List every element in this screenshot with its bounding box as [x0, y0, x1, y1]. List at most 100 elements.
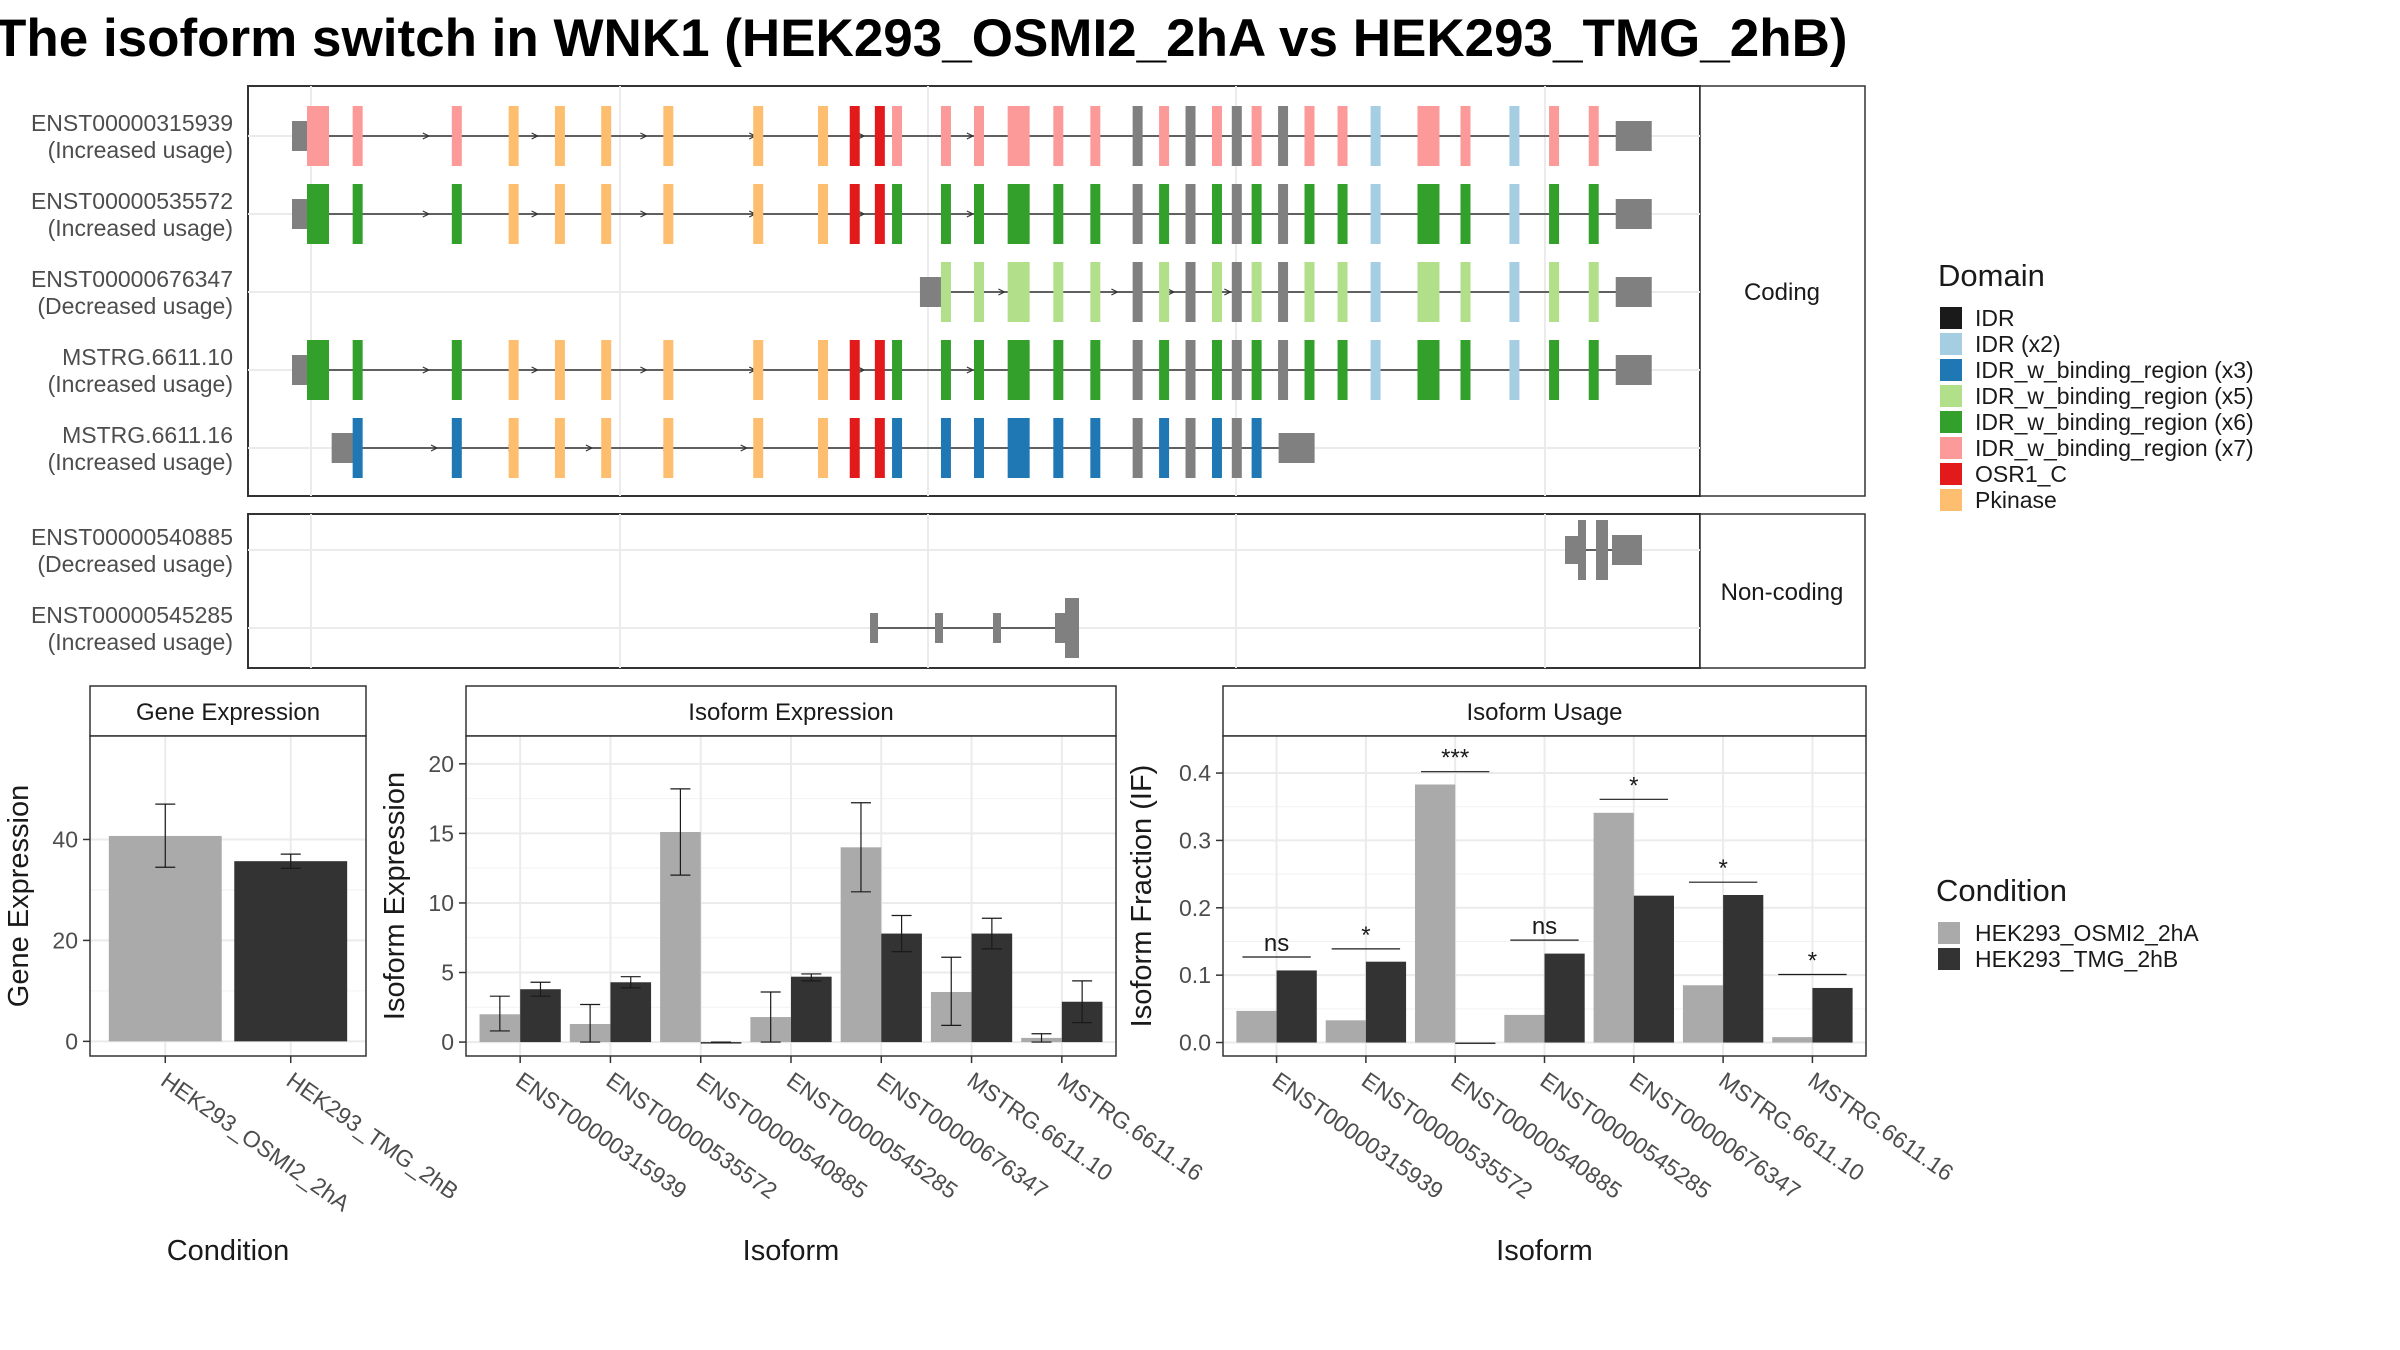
direction-arrow: [531, 132, 539, 140]
exon-block: [663, 340, 674, 400]
x-axis-title: Isoform: [743, 1235, 840, 1267]
direction-arrow: [1111, 288, 1119, 296]
exon-block: [1278, 106, 1289, 166]
utr-block: [1615, 121, 1652, 151]
exon-block: [1053, 340, 1064, 400]
bar: [1365, 961, 1407, 1043]
exon-block: [753, 184, 764, 244]
domain-legend-swatch: [1940, 489, 1962, 511]
exon-block: [818, 184, 829, 244]
transcript-status: (Increased usage): [48, 215, 233, 241]
transcript-id: ENST00000315939: [31, 110, 233, 136]
condition-legend-label: HEK293_OSMI2_2hA: [1975, 920, 2199, 946]
bar: [1633, 895, 1674, 1043]
exon-block: [554, 184, 565, 244]
exon-block: [1185, 340, 1196, 400]
bar: [791, 976, 832, 1043]
exon-block: [849, 184, 860, 244]
direction-arrow: [857, 132, 866, 140]
domain-legend-swatch: [1940, 359, 1962, 381]
condition-legend-label: HEK293_TMG_2hB: [1975, 946, 2178, 972]
exon-block: [601, 418, 612, 478]
y-axis-title: Gene Expression: [3, 785, 35, 1007]
bar: [1593, 812, 1634, 1043]
utr-block: [1615, 199, 1652, 229]
exon-block: [554, 340, 565, 400]
exon-block: [1053, 184, 1064, 244]
exon-block: [753, 418, 764, 478]
exon-block: [935, 613, 943, 643]
y-tick-label: 0.2: [1179, 895, 1211, 921]
exon-block: [1251, 184, 1262, 244]
direction-arrow: [640, 132, 648, 140]
exon-block: [1251, 340, 1262, 400]
domain-legend-title: Domain: [1938, 258, 2045, 293]
exon-block: [1278, 184, 1289, 244]
exon-block: [874, 418, 885, 478]
exon-block: [352, 340, 363, 400]
exon-block: [307, 184, 329, 244]
exon-block: [663, 418, 674, 478]
exon-block: [1159, 184, 1170, 244]
domain-legend-label: Pkinase: [1975, 487, 2057, 513]
exon-block: [1460, 184, 1471, 244]
exon-block: [601, 184, 612, 244]
exon-block: [1612, 535, 1642, 565]
exon-block: [451, 340, 462, 400]
domain-legend-label: IDR_w_binding_region (x7): [1975, 435, 2254, 461]
plot-frame: [89, 735, 367, 1057]
transcript-status: (Decreased usage): [37, 293, 233, 319]
exon-block: [940, 262, 951, 322]
exon-block: [1460, 340, 1471, 400]
exon-block: [1231, 262, 1242, 322]
exon-block: [1090, 418, 1101, 478]
exon-block: [1132, 340, 1143, 400]
y-tick-label: 0.0: [1179, 1030, 1211, 1056]
exon-block: [1211, 340, 1222, 400]
bar: [1236, 1010, 1277, 1043]
chart-strip: [89, 685, 367, 737]
exon-block: [1007, 340, 1030, 400]
exon-block: [1185, 418, 1196, 478]
exon-block: [818, 106, 829, 166]
transcript-id: ENST00000535572: [31, 188, 233, 214]
exon-block: [940, 106, 951, 166]
exon-block: [1053, 106, 1064, 166]
condition-legend-swatch: [1938, 922, 1960, 944]
exon-block: [1132, 418, 1143, 478]
bar: [520, 989, 561, 1043]
direction-arrow: [422, 366, 431, 374]
exon-block: [1588, 184, 1599, 244]
exon-block: [307, 340, 329, 400]
exon-block: [1132, 184, 1143, 244]
exon-block: [1185, 184, 1196, 244]
exon-block: [1304, 106, 1315, 166]
bar-charts: Gene Expression02040HEK293_OSMI2_2hAHEK2…: [3, 685, 1959, 1267]
x-tick-label: MSTRG.6611.16: [1804, 1067, 1959, 1186]
exon-block: [892, 184, 903, 244]
exon-block: [1231, 184, 1242, 244]
domain-legend-label: IDR_w_binding_region (x3): [1975, 357, 2254, 383]
exon-block: [1549, 184, 1560, 244]
exon-block: [508, 418, 519, 478]
significance-label: ns: [1264, 930, 1289, 957]
exon-block: [1007, 106, 1030, 166]
direction-arrow: [430, 444, 439, 452]
exon-block: [1090, 262, 1101, 322]
exon-block: [451, 106, 462, 166]
exon-block: [974, 184, 984, 244]
exon-block: [874, 184, 885, 244]
bar: [1544, 953, 1585, 1043]
chart-title: Isoform Usage: [1466, 699, 1622, 726]
exon-block: [849, 106, 860, 166]
exon-block: [1460, 106, 1471, 166]
panel-strip: [1699, 513, 1866, 669]
bar: [108, 835, 222, 1042]
exon-block: [1460, 262, 1471, 322]
y-tick-label: 0: [441, 1029, 454, 1055]
y-axis-title: Isoform Fraction (IF): [1126, 765, 1158, 1028]
exon-block: [1370, 184, 1381, 244]
significance-label: ns: [1532, 913, 1557, 940]
significance-label: *: [1361, 922, 1370, 949]
